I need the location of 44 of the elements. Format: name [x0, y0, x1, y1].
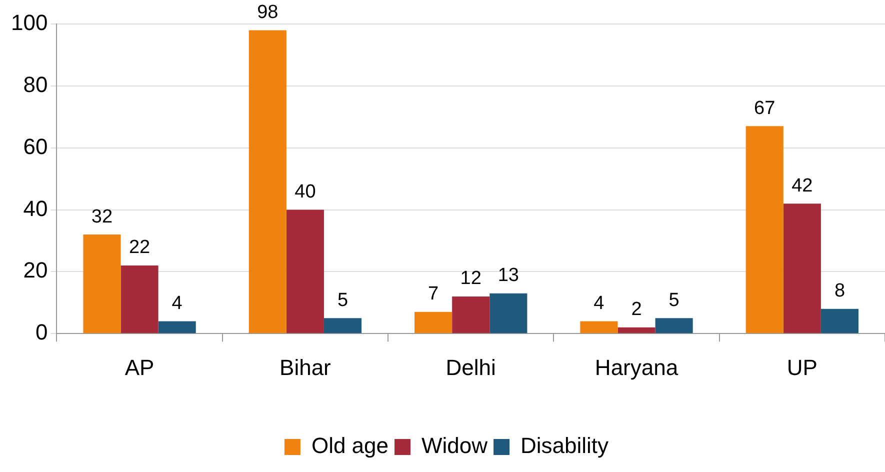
data-label: 22: [128, 237, 150, 258]
bar: [414, 312, 452, 334]
legend-label: Widow: [422, 433, 488, 458]
y-tick-label: 60: [23, 134, 48, 159]
legend-label: Old age: [311, 433, 389, 458]
data-label: 5: [337, 290, 348, 311]
bar: [820, 308, 858, 334]
data-label: 67: [754, 98, 776, 119]
bar: [158, 321, 196, 334]
bar: [490, 293, 528, 334]
y-tick-label: 80: [23, 72, 48, 97]
bar: [783, 204, 821, 334]
data-label: 42: [792, 175, 813, 196]
bar: [324, 318, 362, 334]
bar: [452, 296, 490, 334]
y-tick-label: 0: [35, 320, 48, 345]
y-tick-label: 40: [23, 196, 48, 221]
bar: [83, 234, 121, 334]
data-label: 13: [498, 265, 519, 286]
data-label: 7: [428, 284, 439, 305]
x-tick-label: AP: [124, 354, 154, 380]
bar: [286, 210, 324, 334]
x-tick-label: Bihar: [280, 354, 331, 380]
bar: [248, 30, 286, 334]
data-label: 4: [594, 292, 605, 314]
bar: [618, 327, 656, 334]
bar: [655, 318, 693, 334]
y-tick-label: 100: [10, 10, 48, 36]
bar: [580, 321, 618, 334]
x-tick-label: UP: [786, 354, 818, 380]
data-label: 12: [460, 268, 482, 290]
x-tick-label: Haryana: [594, 354, 679, 380]
data-label: 40: [294, 181, 316, 202]
data-label: 5: [668, 290, 680, 311]
x-tick-label: Delhi: [446, 354, 496, 380]
bar: [746, 126, 784, 334]
data-label: 4: [172, 292, 183, 314]
data-label: 98: [257, 2, 278, 23]
bar: [120, 265, 158, 334]
data-label: 2: [631, 299, 642, 320]
legend-label: Disability: [520, 433, 609, 458]
data-label: 8: [834, 280, 846, 302]
y-tick-label: 20: [23, 258, 48, 283]
data-label: 32: [91, 206, 113, 228]
